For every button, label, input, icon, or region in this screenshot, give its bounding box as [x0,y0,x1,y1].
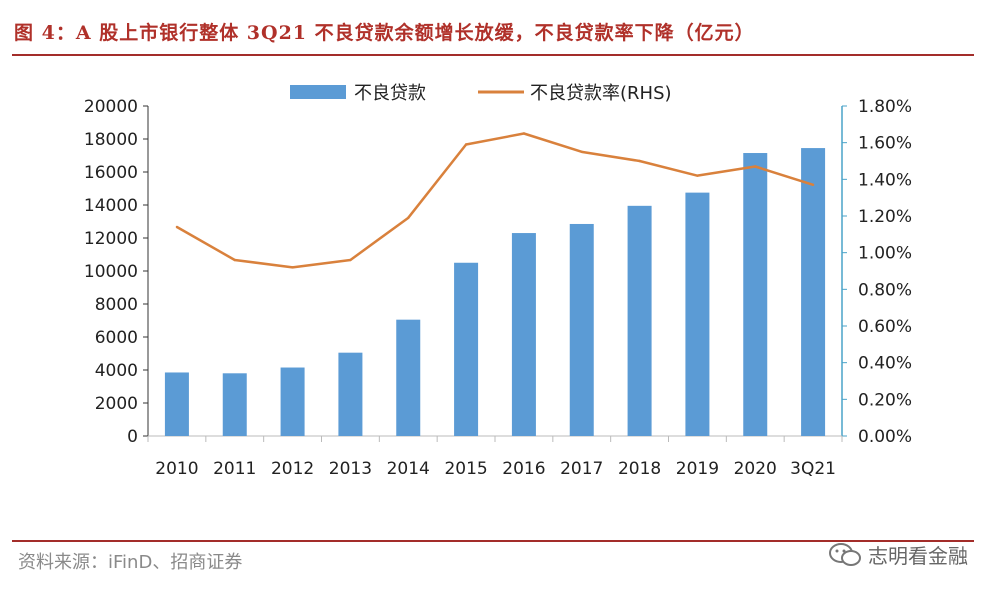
x-tick-label: 2017 [560,459,603,479]
bar-series [164,148,826,436]
bar-2018 [627,205,652,436]
npl-ratio-point-2017 [580,150,583,154]
bar-2015 [454,262,479,436]
npl-ratio-point-2010 [175,225,179,229]
right-tick-label: 1.00% [858,244,912,264]
x-tick-label: 2012 [271,459,314,479]
legend-label-line: 不良贷款率(RHS) [530,83,672,104]
bar-2013 [338,352,363,436]
watermark: 志明看金融 [828,540,968,569]
left-tick-label: 6000 [95,328,138,348]
bar-2016 [511,233,536,436]
x-tick-label: 2015 [444,459,487,479]
left-tick-label: 16000 [84,163,138,183]
bar-2011 [222,373,247,436]
left-tick-label: 14000 [84,196,138,216]
right-tick-label: 0.80% [858,280,912,300]
line-series [175,132,815,269]
npl-ratio-point-2019 [696,174,699,177]
x-tick-label: 2010 [155,459,198,479]
x-tick-label: 2018 [618,459,661,479]
left-tick-label: 2000 [95,394,138,414]
watermark-text: 志明看金融 [868,544,968,568]
left-tick-label: 4000 [95,361,138,381]
right-tick-label: 1.40% [858,170,912,190]
axes [143,105,847,442]
legend-swatch-bar [290,85,346,99]
bar-2012 [280,367,305,436]
npl-ratio-point-2013 [349,258,352,262]
left-tick-label: 10000 [84,262,138,282]
left-tick-label: 20000 [84,97,138,117]
left-tick-label: 8000 [95,295,138,315]
x-tick-label: 2019 [676,459,719,479]
left-tick-label: 12000 [84,229,138,249]
bar-2020 [743,153,768,436]
npl-ratio-point-2011 [233,258,236,262]
footer-divider [12,540,974,542]
left-tick-label: 18000 [84,130,138,150]
figure-title: 图 4：A 股上市银行整体 3Q21 不良贷款余额增长放缓，不良贷款率下降（亿元… [14,22,755,44]
axis-labels: 0 2000 4000 6000 8000 10000 12000 14000 16000 180… [84,97,912,479]
right-tick-label: 0.60% [858,317,912,337]
wechat-icon [829,542,861,566]
bar-2017 [569,223,594,436]
bar-2010 [164,372,189,436]
npl-ratio-point-2018 [638,159,641,163]
right-tick-label: 1.60% [858,134,912,154]
right-tick-label: 0.20% [858,390,912,410]
legend: 不良贷款 不良贷款率(RHS) [290,83,672,104]
right-tick-label: 0.40% [858,354,912,374]
x-tick-label: 2020 [734,459,777,479]
bar-2014 [396,319,421,436]
x-tick-label: 2016 [502,459,545,479]
right-tick-label: 1.20% [858,207,912,227]
x-tick-label: 2014 [387,459,430,479]
npl-ratio-point-2020 [754,165,757,168]
legend-label-bar: 不良贷款 [354,83,426,104]
bar-2019 [685,192,710,436]
npl-ratio-point-2012 [291,266,294,269]
npl-ratio-point-2014 [407,216,410,220]
npl-ratio-point-2015 [464,143,468,146]
right-tick-label: 1.80% [858,97,912,117]
bar-line-chart: 不良贷款 不良贷款率(RHS) 0 2000 4000 6000 8000 10000 12… [84,83,912,479]
x-tick-label: 2013 [329,459,372,479]
title-divider [12,54,974,56]
left-tick-label: 0 [127,427,138,447]
npl-ratio-line [176,132,814,269]
x-tick-label: 2011 [213,459,256,479]
npl-ratio-point-3Q21 [811,183,815,187]
x-tick-label: 3Q21 [790,459,836,479]
right-tick-label: 0.00% [858,427,912,447]
source-note: 资料来源：iFinD、招商证券 [18,552,243,573]
npl-ratio-point-2016 [522,132,526,135]
bar-3Q21 [801,148,826,436]
